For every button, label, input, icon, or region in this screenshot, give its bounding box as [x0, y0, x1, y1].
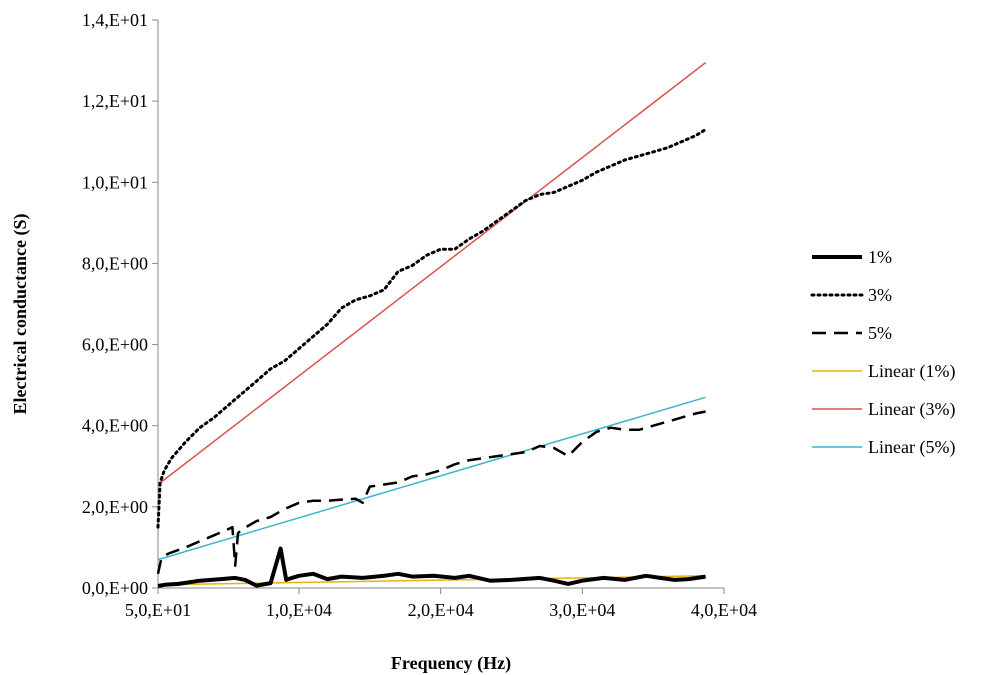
x-tick-label: 1,0,E+04: [266, 600, 332, 620]
x-tick-label: 2,0,E+04: [408, 600, 474, 620]
legend-label: 3%: [868, 285, 892, 305]
y-tick-label: 0,0,E+00: [82, 578, 148, 598]
y-tick-label: 8,0,E+00: [82, 253, 148, 273]
series-line-linear-5: [157, 396, 706, 561]
series-line-3: [156, 128, 708, 529]
x-tick-label: 3,0,E+04: [549, 600, 615, 620]
legend-label: Linear (5%): [868, 437, 955, 458]
y-axis-title: Electrical conductance (S): [10, 214, 31, 415]
series-line-5: [156, 410, 706, 575]
legend-label: Linear (1%): [868, 361, 955, 382]
legend-label: 1%: [868, 247, 892, 267]
y-tick-label: 1,2,E+01: [82, 91, 148, 111]
series-group: [156, 62, 708, 588]
legend-label: 5%: [868, 323, 892, 343]
x-tick-label: 4,0,E+04: [691, 600, 757, 620]
x-tick-label: 5,0,E+01: [125, 600, 191, 620]
legend-label: Linear (3%): [868, 399, 955, 420]
y-tick-label: 1,0,E+01: [82, 172, 148, 192]
x-axis-title: Frequency (Hz): [391, 653, 511, 674]
x-ticks: 5,0,E+01 1,0,E+04 2,0,E+04 3,0,E+04 4,0,E+04: [125, 588, 757, 620]
y-ticks: 0,0,E+00 2,0,E+00 4,0,E+00 6,0,E+00 8,0,E+00…: [82, 10, 158, 598]
legend: 1% 3% 5% Linear (1%) Linear (3%) Linear (5%): [810, 247, 955, 458]
y-tick-label: 4,0,E+00: [82, 416, 148, 436]
series-line-1: [157, 546, 706, 588]
y-tick-label: 2,0,E+00: [82, 497, 148, 517]
y-tick-label: 6,0,E+00: [82, 335, 148, 355]
y-tick-label: 1,4,E+01: [82, 10, 148, 30]
series-line-linear-3: [157, 62, 707, 486]
